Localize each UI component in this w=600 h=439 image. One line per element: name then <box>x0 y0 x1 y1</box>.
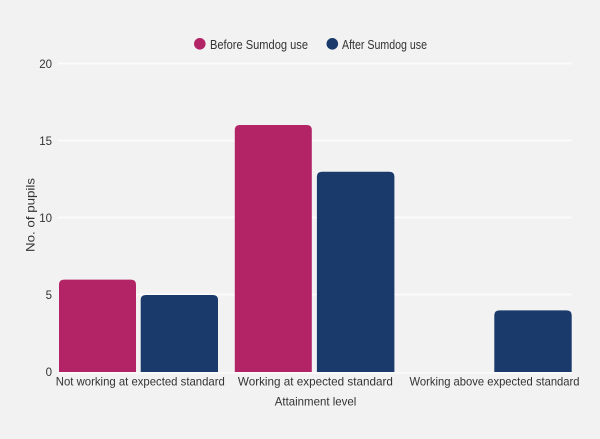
svg-text:10: 10 <box>39 213 52 225</box>
svg-text:5: 5 <box>46 290 52 302</box>
svg-text:15: 15 <box>39 136 52 148</box>
svg-text:Attainment level: Attainment level <box>275 396 357 409</box>
svg-text:Working at expected standard: Working at expected standard <box>238 376 393 389</box>
svg-text:0: 0 <box>46 367 52 379</box>
svg-text:No. of pupils: No. of pupils <box>24 178 38 252</box>
svg-text:Working above expected standar: Working above expected standard <box>410 376 580 389</box>
svg-text:20: 20 <box>39 59 52 71</box>
svg-text:After Sumdog use: After Sumdog use <box>342 37 427 52</box>
svg-text:Not working at expected standa: Not working at expected standard <box>56 376 225 389</box>
svg-text:Before Sumdog use: Before Sumdog use <box>210 37 308 52</box>
